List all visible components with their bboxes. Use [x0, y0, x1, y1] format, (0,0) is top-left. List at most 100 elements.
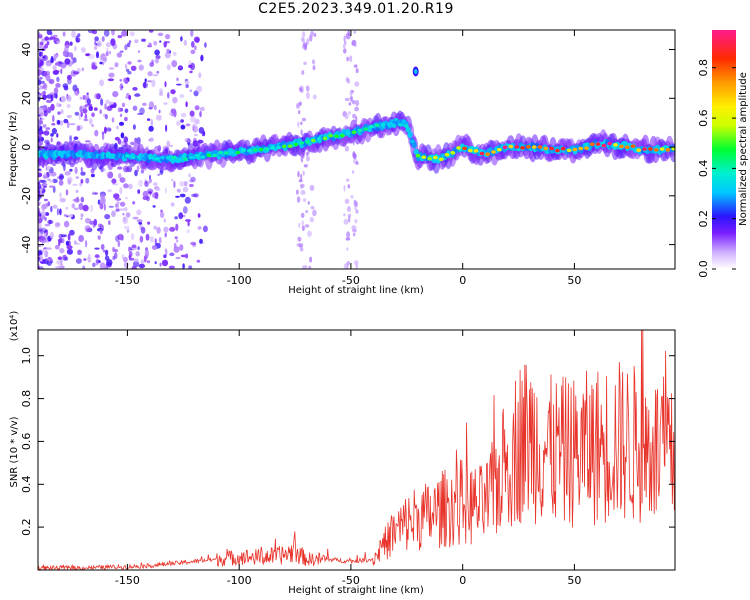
noise-speckle — [64, 171, 71, 176]
noise-speckle — [173, 180, 176, 189]
noise-speckle — [108, 128, 112, 132]
noise-speckle — [148, 42, 152, 47]
noise-speckle — [348, 111, 352, 115]
noise-speckle — [117, 240, 121, 248]
noise-speckle — [176, 120, 181, 127]
snr-xtick-label: -150 — [115, 574, 140, 587]
noise-speckle — [116, 201, 120, 205]
ridge-peak — [403, 124, 409, 128]
noise-speckle — [301, 225, 305, 232]
noise-speckle — [167, 92, 170, 99]
noise-speckle — [153, 104, 157, 111]
noise-speckle — [83, 118, 89, 122]
noise-speckle — [344, 198, 350, 204]
noise-speckle — [58, 179, 64, 186]
noise-speckle — [194, 105, 200, 111]
noise-speckle — [62, 254, 68, 261]
noise-speckle — [108, 72, 115, 78]
noise-speckle — [148, 101, 155, 109]
noise-speckle — [52, 178, 58, 184]
noise-speckle — [50, 133, 54, 137]
noise-speckle — [42, 83, 47, 89]
noise-speckle — [124, 197, 128, 200]
noise-speckle — [158, 236, 162, 244]
noise-speckle — [190, 30, 194, 37]
noise-speckle — [66, 245, 73, 250]
noise-speckle — [153, 182, 158, 186]
noise-speckle — [80, 213, 84, 218]
noise-speckle — [198, 72, 202, 79]
noise-speckle — [121, 30, 128, 37]
noise-speckle — [73, 207, 79, 210]
colorbar: 0.0 0.2 0.4 0.6 0.8 Normalized spectral ampl… — [697, 30, 749, 278]
noise-speckle — [82, 108, 88, 114]
noise-speckle — [45, 99, 53, 103]
noise-speckle — [188, 265, 193, 269]
ridge-peak — [456, 146, 461, 150]
noise-speckle — [134, 137, 138, 143]
ridge-peak — [130, 155, 136, 159]
noise-speckle — [348, 102, 352, 106]
noise-speckle — [59, 192, 62, 198]
noise-speckle — [350, 194, 354, 199]
noise-speckle — [53, 87, 59, 95]
noise-speckle — [137, 189, 141, 194]
noise-speckle — [115, 208, 120, 212]
noise-speckle — [184, 80, 190, 84]
noise-speckle — [99, 109, 102, 114]
noise-speckle — [299, 183, 305, 188]
noise-speckle — [188, 64, 193, 69]
noise-speckle — [298, 179, 303, 183]
noise-speckle — [94, 129, 99, 137]
noise-speckle — [50, 137, 53, 143]
noise-speckle — [186, 229, 190, 234]
noise-speckle — [343, 213, 346, 217]
noise-speckle — [309, 256, 313, 263]
noise-speckle — [128, 94, 132, 101]
noise-speckle — [85, 177, 90, 184]
noise-speckle — [351, 225, 357, 231]
noise-speckle — [164, 187, 167, 194]
noise-speckle — [160, 209, 163, 213]
noise-speckle — [355, 99, 360, 107]
noise-speckle — [84, 240, 88, 248]
spectrogram-xtick-label: -50 — [342, 274, 360, 287]
noise-speckle — [99, 79, 105, 87]
noise-speckle — [60, 68, 63, 75]
noise-speckle — [47, 166, 51, 170]
noise-speckle — [69, 41, 73, 46]
noise-speckle — [137, 246, 140, 251]
noise-speckle — [166, 48, 170, 54]
noise-speckle — [152, 74, 159, 77]
noise-speckle — [126, 229, 130, 233]
noise-speckle — [178, 212, 184, 220]
ridge-body — [405, 126, 411, 133]
noise-speckle — [118, 173, 122, 179]
noise-speckle — [307, 230, 312, 237]
noise-speckle — [198, 139, 204, 144]
ridge-peak — [212, 153, 218, 158]
noise-speckle — [54, 222, 61, 228]
spectrogram-xtick-label: -100 — [227, 274, 252, 287]
noise-speckle — [156, 70, 160, 74]
noise-speckle — [301, 70, 305, 75]
noise-speckle — [74, 166, 78, 174]
noise-speckle — [41, 204, 46, 211]
noise-speckle — [347, 30, 350, 36]
noise-speckle — [43, 130, 50, 136]
noise-speckle — [39, 45, 45, 50]
noise-speckle — [149, 62, 155, 67]
noise-speckle — [92, 262, 96, 268]
noise-speckle — [122, 256, 128, 263]
noise-speckle — [306, 92, 310, 100]
ridge-peak — [613, 143, 618, 147]
noise-speckle — [117, 35, 123, 39]
colorbar-label: Normalized spectral amplitude — [738, 72, 749, 226]
noise-speckle — [38, 168, 42, 171]
noise-speckle — [39, 235, 46, 241]
noise-speckle — [79, 105, 83, 113]
ridge-peak — [299, 141, 305, 145]
noise-speckle — [112, 91, 119, 98]
noise-speckle — [50, 171, 57, 177]
snr-axes: -150 -100 -50 0 50 0.2 0.4 0.6 0.8 1.0 — [20, 330, 675, 587]
